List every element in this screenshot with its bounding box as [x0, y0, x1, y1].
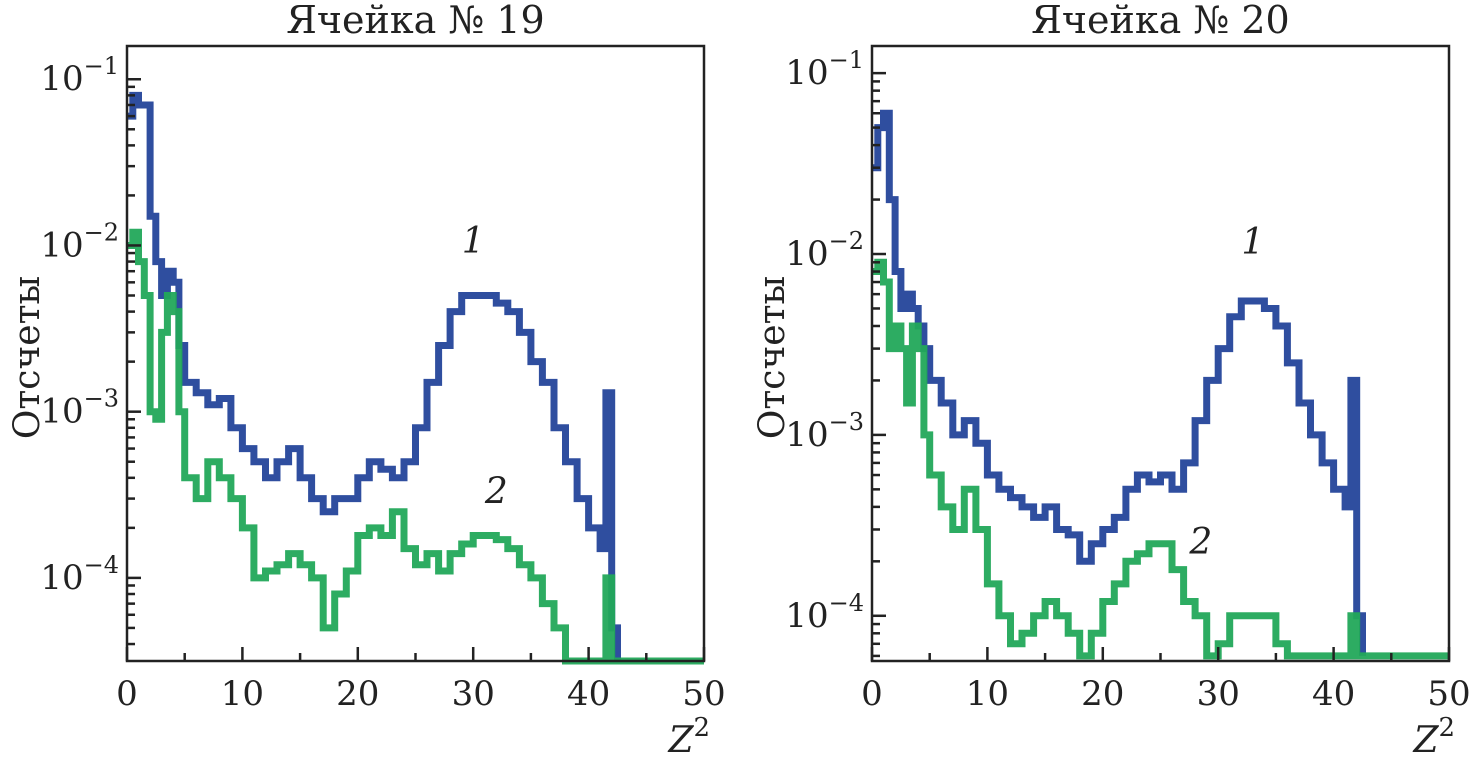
plot-frame — [870, 44, 1451, 663]
series-annotation-1: 1 — [462, 221, 485, 262]
y-tick-exponent: −3 — [829, 408, 864, 436]
y-tick-label: 10−1 — [785, 46, 864, 93]
x-tick-label: 20 — [1081, 674, 1124, 714]
y-tick-label: 10−4 — [40, 551, 119, 598]
x-tick-label: 0 — [861, 674, 883, 714]
series-annotation-2: 2 — [484, 472, 508, 513]
plot-frame — [125, 44, 706, 663]
y-tick-label: 10−4 — [785, 589, 864, 636]
y-tick-base: 10 — [40, 392, 83, 432]
x-tick-label: 30 — [452, 674, 495, 714]
y-tick-exponent: −4 — [829, 589, 864, 617]
y-tick-label: 10−3 — [785, 408, 864, 455]
y-tick-base: 10 — [785, 596, 828, 636]
y-tick-exponent: −3 — [84, 385, 119, 413]
series-annotation-2: 2 — [1188, 522, 1212, 563]
y-tick-label: 10−3 — [40, 385, 119, 432]
x-axis-label-base: Z — [1412, 720, 1439, 761]
x-tick-label: 50 — [682, 674, 725, 714]
x-axis-label: Z2 — [1412, 713, 1455, 761]
x-axis-label-sup: 2 — [693, 713, 710, 743]
chart-panel-1: Ячейка № 190 10 20 30 40 5010−110−210−310−4От… — [7, 0, 726, 761]
x-axis-label-base: Z — [667, 720, 694, 761]
y-tick-label: 10−2 — [40, 218, 119, 265]
y-tick-base: 10 — [40, 225, 83, 265]
x-tick-label: 50 — [1427, 674, 1470, 714]
y-tick-base: 10 — [40, 59, 83, 99]
chart-panel-2: Ячейка № 200 10 20 30 40 5010−110−210−310−4От… — [752, 0, 1471, 761]
y-tick-base: 10 — [785, 415, 828, 455]
y-tick-base: 10 — [40, 558, 83, 598]
y-tick-label: 10−2 — [785, 227, 864, 274]
y-tick-exponent: −2 — [84, 218, 119, 246]
x-tick-label: 20 — [336, 674, 379, 714]
y-tick-exponent: −1 — [84, 52, 119, 80]
x-tick-label: 40 — [567, 674, 610, 714]
y-tick-exponent: −4 — [84, 551, 119, 579]
chart-title: Ячейка № 19 — [286, 0, 545, 42]
series-1-line — [872, 109, 1366, 656]
series-2-line — [127, 228, 704, 665]
chart-title: Ячейка № 20 — [1031, 0, 1290, 42]
y-tick-exponent: −1 — [829, 46, 864, 74]
y-axis-label: Отсчеты — [7, 276, 48, 439]
x-axis-label-sup: 2 — [1438, 713, 1455, 743]
x-tick-label: 0 — [116, 674, 138, 714]
x-tick-label: 10 — [221, 674, 264, 714]
series-2-line — [872, 258, 1449, 660]
x-axis-label: Z2 — [667, 713, 710, 761]
y-tick-label: 10−1 — [40, 52, 119, 99]
x-tick-label: 40 — [1312, 674, 1355, 714]
series-annotation-1: 1 — [1241, 222, 1264, 263]
y-axis-label: Отсчеты — [752, 276, 793, 439]
x-tick-label: 10 — [966, 674, 1009, 714]
x-tick-label: 30 — [1197, 674, 1240, 714]
y-tick-base: 10 — [785, 234, 828, 274]
y-tick-exponent: −2 — [829, 227, 864, 255]
y-tick-base: 10 — [785, 53, 828, 93]
